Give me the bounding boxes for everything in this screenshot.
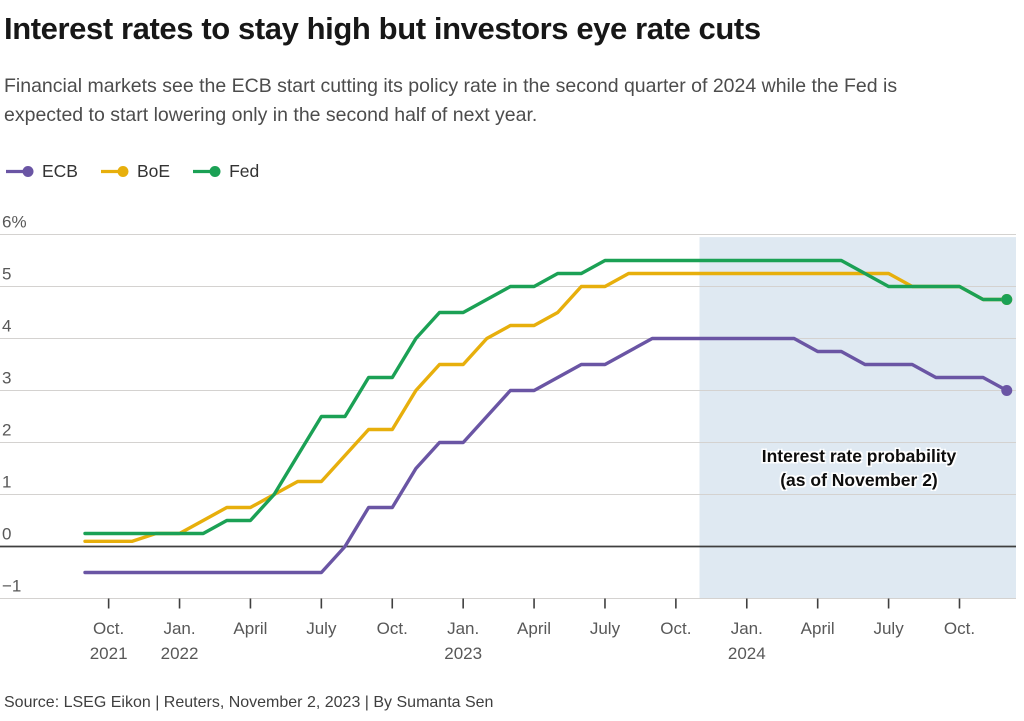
ecb-line bbox=[83, 336, 1009, 575]
ecb-line-dot-icon bbox=[6, 166, 34, 177]
x-tick-label: July bbox=[306, 619, 337, 638]
forecast-annotation: Interest rate probability (as of Novembe… bbox=[702, 444, 1016, 492]
fed-end-dot bbox=[1001, 294, 1013, 305]
x-tick-label: Oct. bbox=[93, 619, 124, 638]
x-tick-year-label: 2021 bbox=[90, 644, 128, 663]
legend-item-fed: Fed bbox=[192, 161, 259, 182]
legend-item-ecb: ECB bbox=[5, 161, 78, 182]
y-tick-label: 0 bbox=[2, 525, 11, 544]
forecast-region-shading bbox=[699, 237, 1016, 599]
page-subtitle: Financial markets see the ECB start cutt… bbox=[4, 75, 898, 126]
x-tick-year-label: 2022 bbox=[161, 644, 199, 663]
y-tick-label: 6% bbox=[2, 213, 27, 232]
x-tick-label: July bbox=[873, 619, 904, 638]
forecast-annotation-line2: (as of November 2) bbox=[780, 470, 938, 490]
x-tick-label: April bbox=[517, 619, 551, 638]
x-tick-label: Jan. bbox=[163, 619, 195, 638]
legend-item-boe: BoE bbox=[100, 161, 170, 182]
page-title: Interest rates to stay high but investor… bbox=[4, 11, 761, 46]
x-tick-label: April bbox=[801, 619, 835, 638]
x-tick-label: Oct. bbox=[660, 619, 691, 638]
y-tick-label: 5 bbox=[2, 265, 11, 284]
y-tick-label: −1 bbox=[2, 577, 21, 596]
fed-line-dot-icon bbox=[193, 166, 221, 177]
ecb-end-dot bbox=[1001, 385, 1013, 396]
fed-line bbox=[83, 258, 1009, 536]
legend-label-fed: Fed bbox=[229, 161, 260, 181]
x-tick-label: April bbox=[233, 619, 267, 638]
chart-legend: ECB BoE Fed bbox=[5, 161, 259, 182]
boe-line-dot-icon bbox=[100, 166, 129, 177]
boe-line bbox=[83, 271, 1009, 543]
y-tick-label: 2 bbox=[2, 421, 11, 440]
x-tick-label: Oct. bbox=[944, 619, 975, 638]
y-tick-label: 4 bbox=[2, 317, 11, 336]
legend-label-ecb: ECB bbox=[42, 161, 78, 181]
forecast-annotation-line1: Interest rate probability bbox=[761, 446, 957, 466]
x-tick-year-label: 2024 bbox=[728, 644, 766, 663]
x-tick-label: Jan. bbox=[731, 619, 763, 638]
y-tick-label: 1 bbox=[2, 473, 11, 492]
x-tick-year-label: 2023 bbox=[444, 644, 482, 663]
legend-label-boe: BoE bbox=[136, 161, 171, 181]
source-line: Source: LSEG Eikon | Reuters, November 2… bbox=[4, 694, 494, 711]
rates-line-chart: 6% 5 4 3 2 1 0 −1 Oct. 2021 Jan. 2022 April July Oct. J… bbox=[0, 213, 1016, 663]
x-tick-label: Oct. bbox=[377, 619, 408, 638]
y-tick-label: 3 bbox=[2, 369, 11, 388]
x-tick-label: July bbox=[590, 619, 621, 638]
x-tick-label: Jan. bbox=[447, 619, 479, 638]
